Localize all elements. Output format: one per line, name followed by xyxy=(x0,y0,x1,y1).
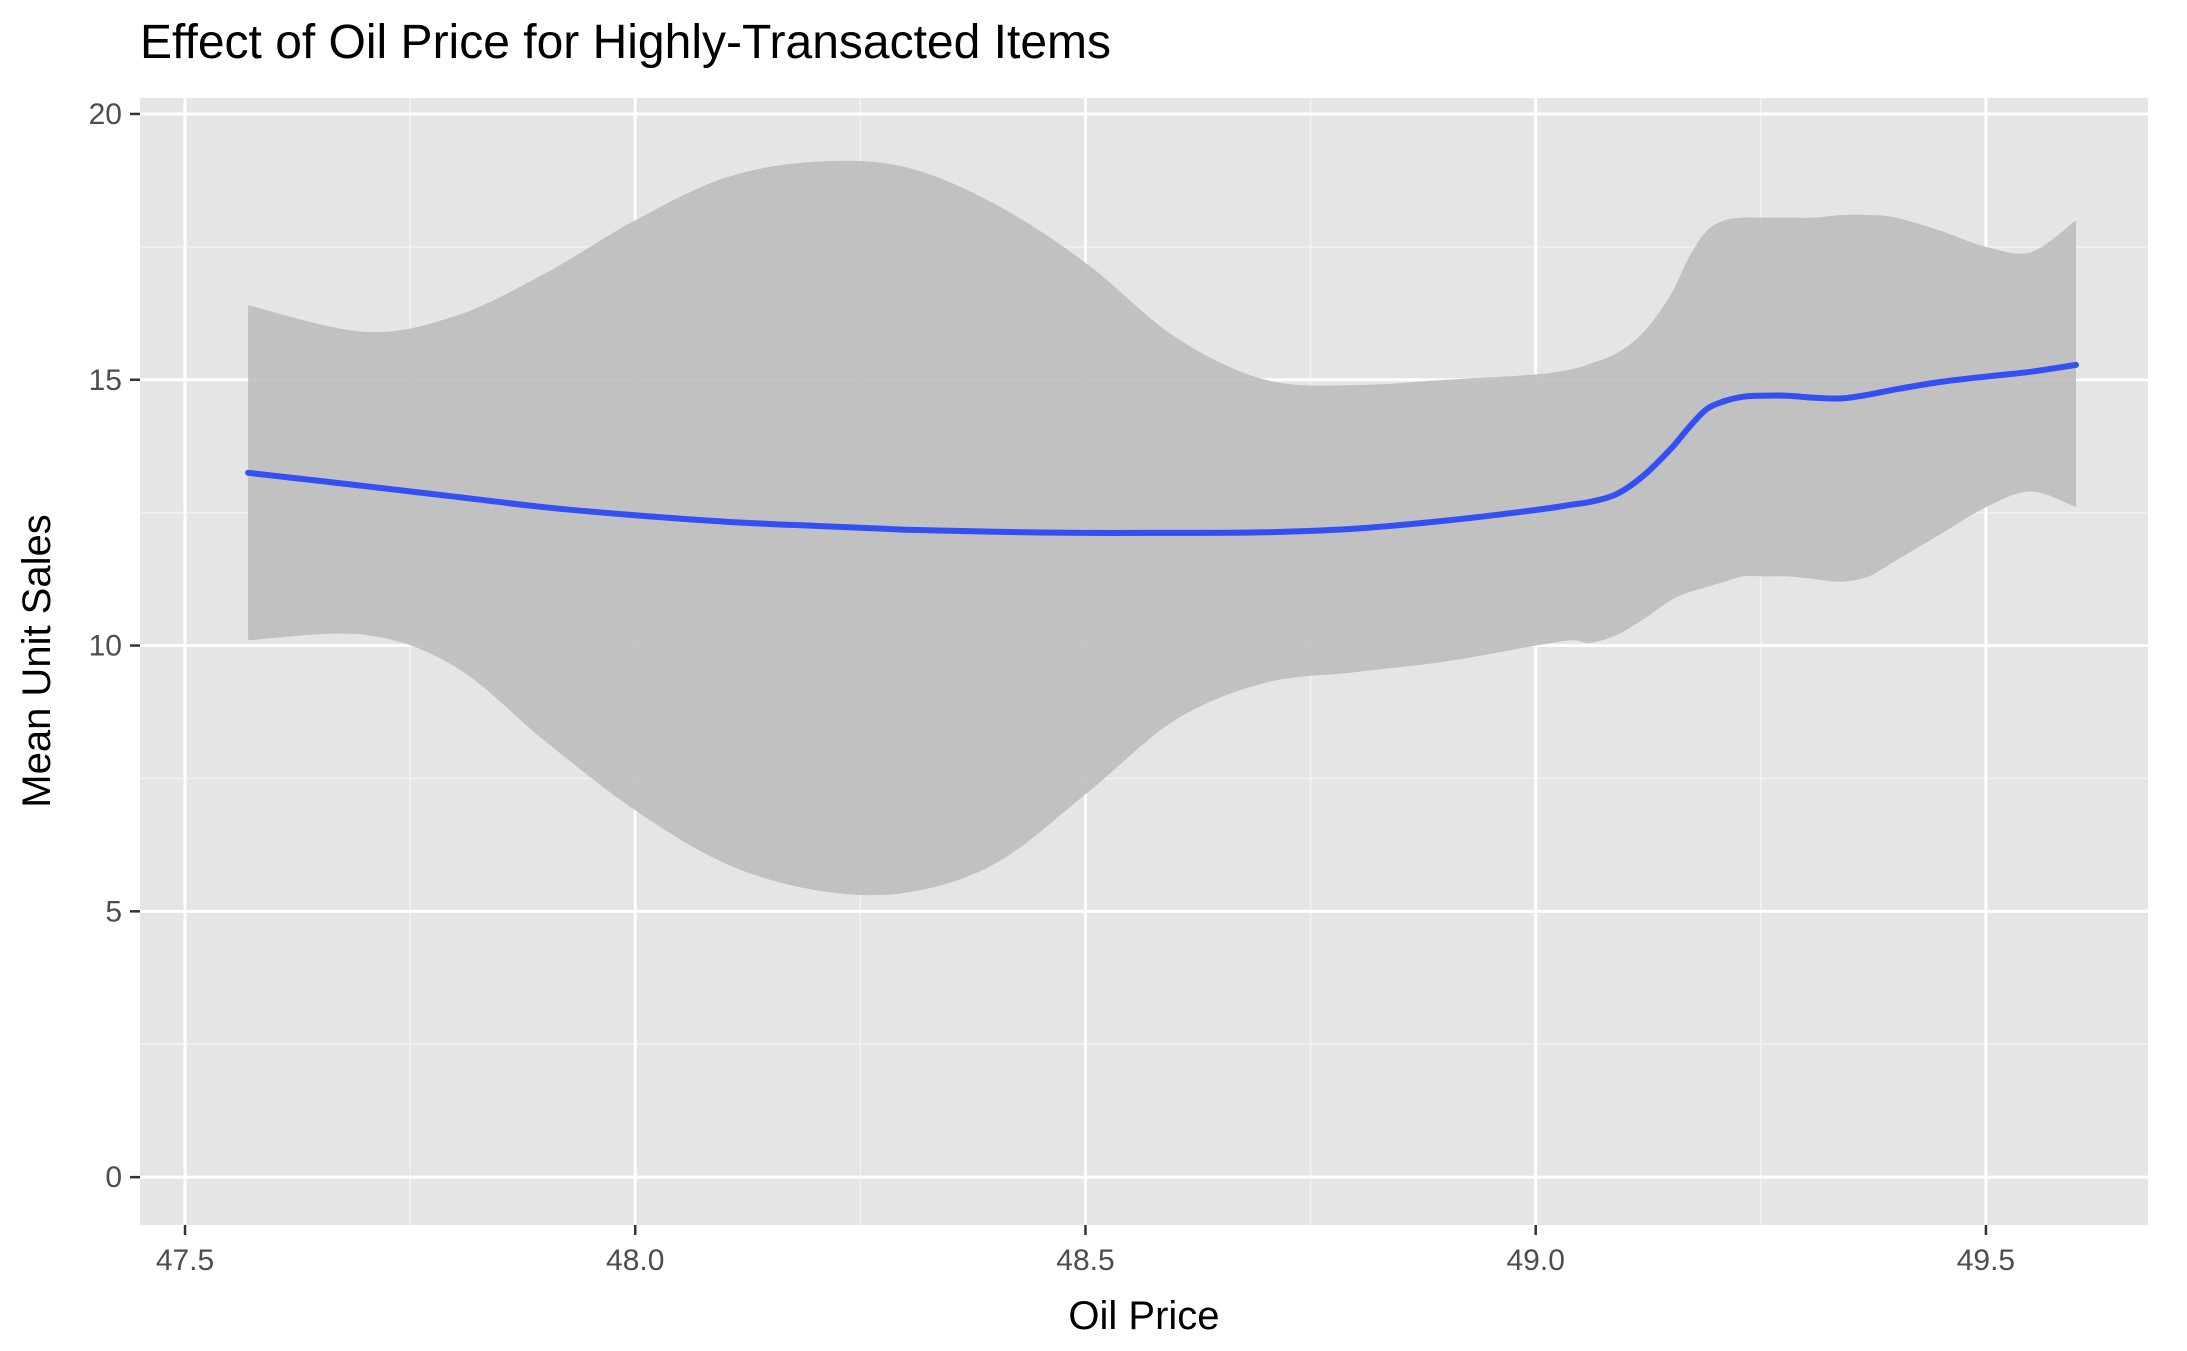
x-tick-label: 49.0 xyxy=(1506,1244,1564,1277)
x-tick-label: 48.5 xyxy=(1056,1244,1114,1277)
x-tick-label: 47.5 xyxy=(156,1244,214,1277)
y-tick-label: 15 xyxy=(89,364,122,397)
y-tick-label: 10 xyxy=(89,630,122,663)
smooth-fit-line xyxy=(245,361,2079,536)
x-tick-label: 49.5 xyxy=(1957,1244,2015,1277)
y-tick-label: 0 xyxy=(105,1161,122,1194)
x-axis-ticks: 47.5 48.0 48.5 49.0 49.5 xyxy=(156,1225,2015,1277)
chart-title: Effect of Oil Price for Highly-Transacte… xyxy=(140,16,1111,69)
y-tick-label: 5 xyxy=(105,895,122,928)
confidence-ribbon xyxy=(248,160,2077,896)
x-axis-title: Oil Price xyxy=(1068,1294,1219,1338)
y-axis-ticks: 0 5 10 15 20 xyxy=(89,98,140,1194)
y-tick-label: 20 xyxy=(89,98,122,131)
x-tick-label: 48.0 xyxy=(606,1244,664,1277)
y-axis-title: Mean Unit Sales xyxy=(15,514,59,807)
